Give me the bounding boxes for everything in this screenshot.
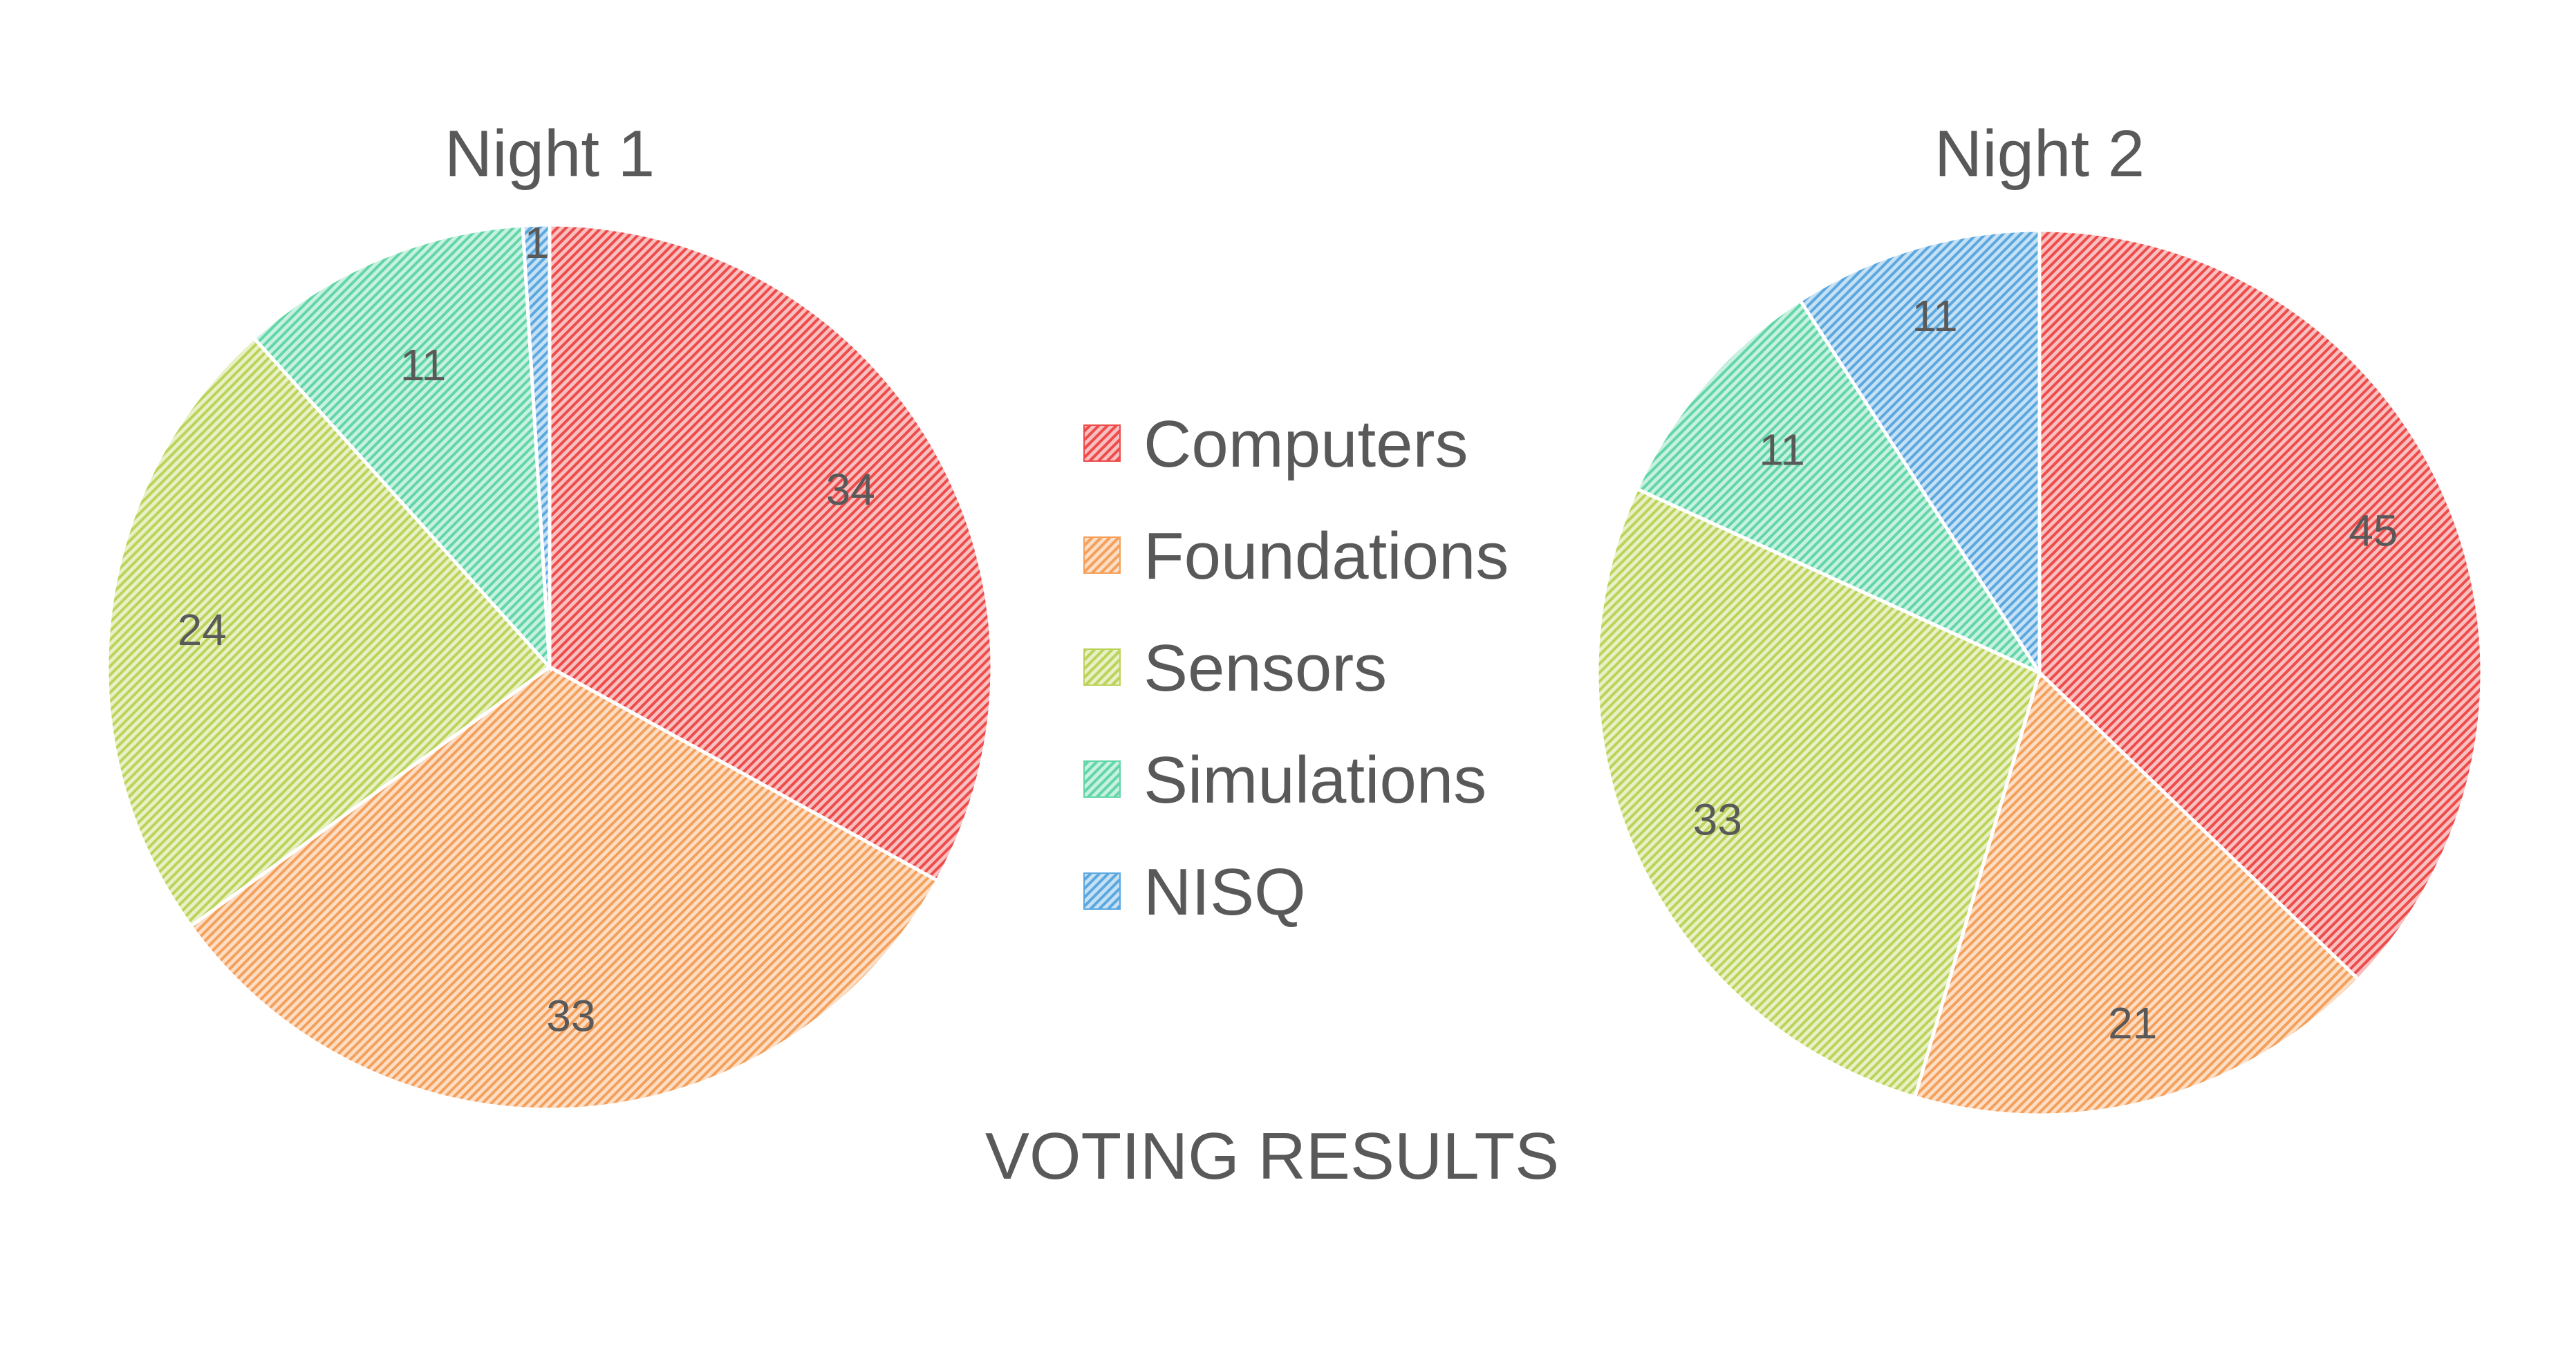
pie-slice-night-2-computers — [2037, 228, 2484, 982]
slice-label-night-1-computers: 34 — [826, 465, 875, 514]
legend-label-foundations: Foundations — [1144, 519, 1509, 593]
slice-label-night-1-simulations: 11 — [400, 340, 446, 390]
slice-label-night-2-nisq: 11 — [1912, 291, 1957, 341]
legend-label-computers: Computers — [1144, 407, 1468, 481]
pie-slice-night-1-simulations — [251, 223, 552, 673]
slice-label-night-2-foundations: 21 — [2108, 998, 2157, 1048]
legend-swatch-sensors — [1083, 648, 1121, 686]
legend-label-nisq: NISQ — [1144, 855, 1306, 929]
pie-slice-night-2-nisq — [1798, 228, 2042, 679]
pie-slice-night-1-foundations — [188, 665, 940, 1112]
legend-swatch-simulations — [1083, 760, 1121, 798]
slice-label-night-1-sensors: 24 — [178, 605, 227, 655]
pie-slice-night-2-simulations — [1634, 298, 2044, 677]
slice-label-night-2-sensors: 33 — [1693, 795, 1742, 845]
legend-swatch-foundations — [1083, 536, 1121, 574]
pie-title-night-1: Night 1 — [445, 117, 655, 191]
pie-title-night-2: Night 2 — [1934, 117, 2145, 191]
legend-swatch-computers — [1083, 424, 1121, 462]
pie-chart-night-2: Night 2 45 21 33 11 11 — [1595, 117, 2484, 1117]
pie-slice-night-1-computers — [548, 223, 994, 884]
legend-label-sensors: Sensors — [1144, 631, 1387, 705]
pie-slice-night-2-foundations — [1912, 669, 2361, 1117]
slice-label-night-2-computers: 45 — [2349, 505, 2398, 555]
legend-swatch-nisq — [1083, 872, 1121, 910]
legend-label-simulations: Simulations — [1144, 743, 1486, 817]
pie-slice-night-1-nisq — [521, 223, 552, 668]
slice-label-night-2-simulations: 11 — [1759, 424, 1804, 474]
pie-slice-night-2-sensors — [1595, 486, 2042, 1100]
legend: Computers Foundations Sensors Simulations NI… — [1083, 407, 1509, 929]
chart-caption: VOTING RESULTS — [985, 1119, 1559, 1193]
pie-slice-night-1-sensors — [105, 335, 552, 929]
slice-label-night-1-foundations: 33 — [546, 991, 595, 1041]
slice-label-night-1-nisq: 1 — [524, 218, 549, 268]
